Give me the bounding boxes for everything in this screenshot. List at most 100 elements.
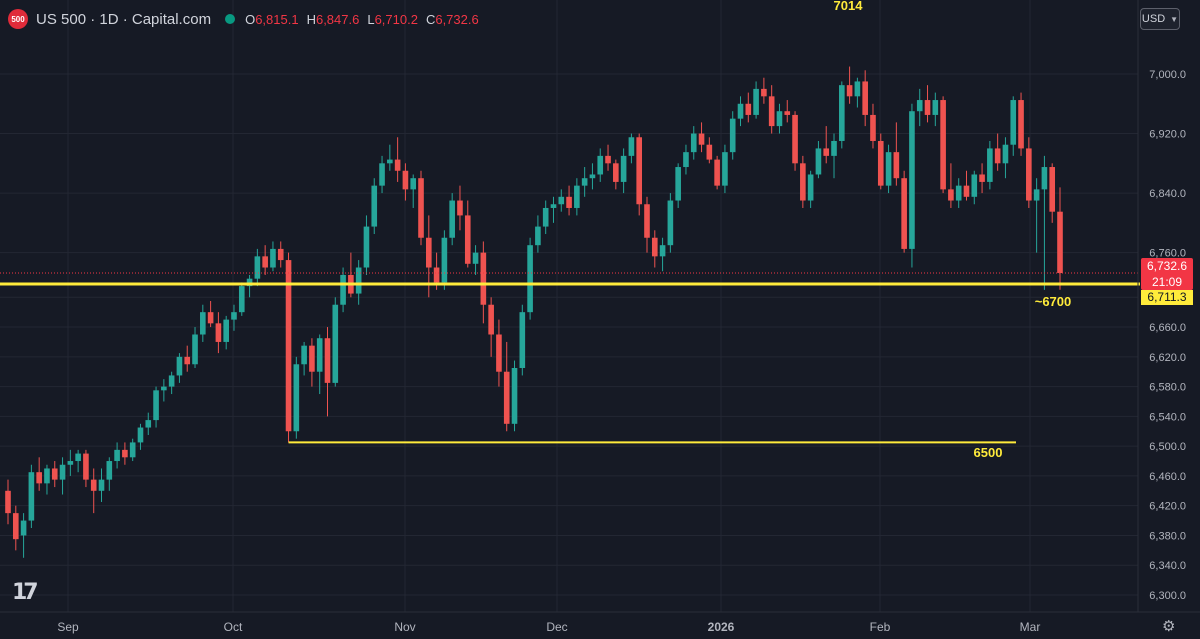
candle xyxy=(550,196,557,223)
x-tick-label: 2026 xyxy=(708,620,735,634)
candle-body xyxy=(1049,167,1056,212)
candle-body xyxy=(28,472,35,521)
candle xyxy=(753,81,759,119)
candle xyxy=(737,96,744,127)
currency-label: USD xyxy=(1141,13,1166,25)
candle xyxy=(75,449,81,473)
candle xyxy=(324,327,331,417)
candle-body xyxy=(581,178,588,186)
candle-body xyxy=(605,155,611,164)
price-axis[interactable]: 7,000.06,920.06,840.06,760.06,700.06,660… xyxy=(1149,69,1186,602)
candle-body xyxy=(503,371,510,424)
symbol-title[interactable]: US 500 · 1D · Capital.com xyxy=(36,10,212,28)
candle xyxy=(909,103,915,268)
candle-body xyxy=(387,159,393,164)
low-value: L6,710.2 xyxy=(367,11,418,27)
candle-body xyxy=(410,178,417,190)
candle-body xyxy=(722,152,728,186)
candle-body xyxy=(893,152,900,179)
candle-body xyxy=(51,468,58,480)
candle xyxy=(745,92,752,123)
candle xyxy=(277,241,284,268)
x-tick-label: Oct xyxy=(224,620,243,634)
currency-selector[interactable]: USD ▼ xyxy=(1140,8,1180,30)
candle xyxy=(901,170,907,253)
candle xyxy=(885,144,892,194)
last-price-tag: 6,732.6 21:09 xyxy=(1141,258,1193,290)
candle-body xyxy=(839,85,845,141)
candle-body xyxy=(231,312,237,320)
candle-body xyxy=(558,196,565,205)
candle-body xyxy=(955,185,962,201)
candle-body xyxy=(472,252,479,264)
candle-body xyxy=(176,356,183,376)
candle-body xyxy=(574,185,580,208)
time-axis[interactable]: Sep Oct Nov Dec 2026 Feb Mar xyxy=(57,620,1040,634)
symbol-header[interactable]: 500 US 500 · 1D · Capital.com O6,815.1 H… xyxy=(8,8,487,30)
candle xyxy=(948,163,954,208)
candle xyxy=(67,449,74,476)
candle xyxy=(651,230,658,268)
settings-icon[interactable]: ⚙ xyxy=(1162,618,1176,635)
y-tick-label: 6,500.0 xyxy=(1149,441,1186,453)
tradingview-logo-icon[interactable]: 17 xyxy=(12,580,39,605)
candle xyxy=(800,155,806,208)
candle xyxy=(1033,178,1040,253)
candle xyxy=(106,457,113,491)
candle xyxy=(200,304,206,342)
candle xyxy=(387,144,393,171)
x-tick-label: Mar xyxy=(1020,620,1041,634)
candle-body xyxy=(768,96,775,127)
y-tick-label: 6,340.0 xyxy=(1149,560,1186,572)
candle xyxy=(223,315,229,350)
last-price-value: 6,732.6 xyxy=(1146,259,1188,273)
candle xyxy=(192,327,198,368)
candle xyxy=(659,237,666,272)
candle-body xyxy=(1002,144,1009,164)
candle-body xyxy=(815,148,822,175)
candle-body xyxy=(153,390,159,421)
candle xyxy=(503,341,510,432)
candle xyxy=(667,193,674,253)
candle-body xyxy=(877,140,884,186)
candle xyxy=(129,438,136,462)
candle xyxy=(542,200,549,235)
chevron-down-icon: ▼ xyxy=(1170,14,1179,24)
market-status-icon xyxy=(225,14,236,24)
candle-body xyxy=(441,237,448,283)
candle xyxy=(363,215,370,275)
candle xyxy=(5,479,11,525)
candle-body xyxy=(901,178,907,249)
candle-body xyxy=(301,345,307,365)
candle xyxy=(1057,187,1063,290)
candle-body xyxy=(542,207,549,227)
symbol-logo: 500 xyxy=(8,9,28,29)
candle-body xyxy=(340,274,346,305)
candle-body xyxy=(20,520,27,536)
candle xyxy=(581,167,588,197)
candle xyxy=(706,137,713,164)
x-tick-label: Nov xyxy=(394,620,415,634)
high-value: H6,847.6 xyxy=(306,11,360,27)
candle-body xyxy=(5,490,11,514)
candle xyxy=(215,312,222,354)
candle xyxy=(566,185,572,216)
candle-body xyxy=(332,304,339,383)
candle xyxy=(348,252,354,298)
candle-body xyxy=(36,472,42,484)
candle-body xyxy=(963,185,970,197)
candle xyxy=(496,319,502,387)
candle-body xyxy=(238,286,245,313)
candle xyxy=(1002,137,1009,179)
annotation-low: 6500 xyxy=(974,445,1003,460)
candle xyxy=(955,178,962,208)
candle xyxy=(480,241,487,324)
candle-body xyxy=(285,260,292,432)
candle xyxy=(597,148,604,182)
candle xyxy=(301,341,307,376)
candle-body xyxy=(550,204,557,208)
candle xyxy=(44,464,50,495)
candle-body xyxy=(745,103,752,115)
candle-body xyxy=(776,111,783,127)
